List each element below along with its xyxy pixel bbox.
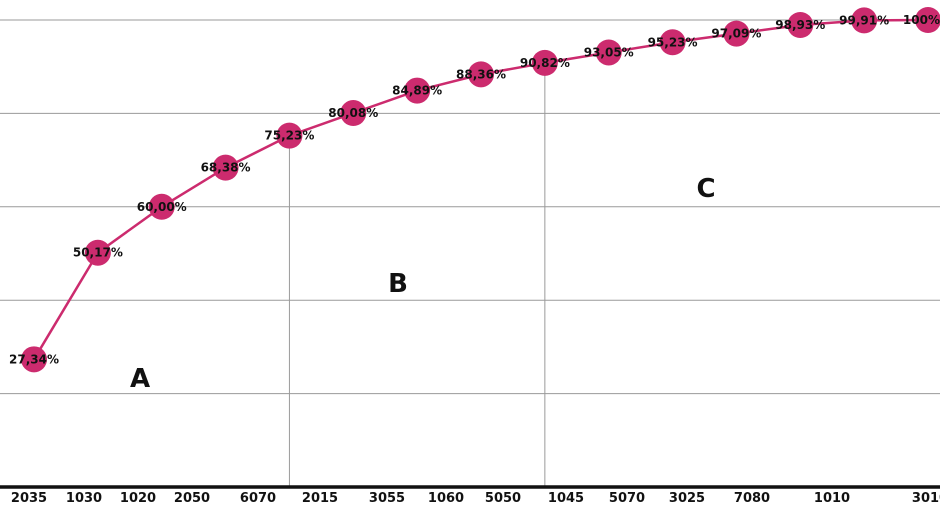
x-tick-label: 3055	[369, 491, 405, 506]
zone-label-b: B	[388, 269, 408, 299]
x-tick-labels: 2035 1030 1020 2050 6070 2015 3055 1060 5050 1045…	[11, 491, 940, 506]
data-point	[723, 20, 750, 47]
data-label: 50,17%	[73, 246, 123, 260]
data-label: 95,23%	[648, 35, 698, 49]
data-point	[148, 193, 175, 220]
data-point	[84, 239, 111, 266]
data-label: 93,05%	[584, 45, 634, 59]
data-label: 88,36%	[456, 67, 506, 81]
data-label: 84,89%	[392, 84, 442, 98]
data-labels: 27,34% 50,17% 60,00% 68,38% 75,23% 80,08% 84,8…	[9, 13, 940, 366]
x-tick-label: 1020	[120, 491, 156, 506]
data-point	[595, 39, 622, 66]
data-point	[659, 29, 686, 56]
x-tick-label: 2050	[174, 491, 210, 506]
data-point	[340, 100, 367, 127]
x-tick-label: 2015	[302, 491, 338, 506]
data-label: 27,34%	[9, 352, 59, 366]
x-tick-label: 5050	[485, 491, 521, 506]
data-point	[787, 11, 814, 38]
data-point	[404, 77, 431, 104]
data-point	[851, 7, 878, 34]
data-point	[276, 122, 303, 149]
zone-label-c: C	[696, 174, 715, 204]
x-tick-label: 5070	[609, 491, 645, 506]
data-label: 97,09%	[711, 27, 761, 41]
zone-labels: A B C	[130, 174, 716, 394]
data-label: 99,91%	[839, 13, 889, 27]
x-tick-label: 1045	[548, 491, 584, 506]
x-tick-label: 1060	[428, 491, 464, 506]
data-markers	[21, 7, 940, 373]
data-point	[531, 49, 558, 76]
zone-label-a: A	[130, 364, 150, 394]
data-point	[212, 154, 239, 181]
x-tick-label: 7080	[734, 491, 770, 506]
data-point	[21, 346, 47, 373]
x-tick-label: 3025	[669, 491, 705, 506]
data-label: 68,38%	[201, 161, 251, 175]
data-label: 80,08%	[328, 106, 378, 120]
data-point	[468, 61, 494, 88]
data-label: 98,93%	[775, 18, 825, 32]
data-label: 90,82%	[520, 56, 570, 70]
data-label: 75,23%	[264, 129, 314, 143]
data-point	[915, 7, 940, 33]
x-tick-label: 1010	[814, 491, 850, 506]
x-tick-label: 2035	[11, 491, 47, 506]
x-tick-label: 1030	[66, 491, 102, 506]
data-label: 100%	[903, 13, 940, 27]
data-label: 60,00%	[137, 200, 187, 214]
x-tick-label: 6070	[240, 491, 276, 506]
zone-dividers	[288, 62, 546, 487]
